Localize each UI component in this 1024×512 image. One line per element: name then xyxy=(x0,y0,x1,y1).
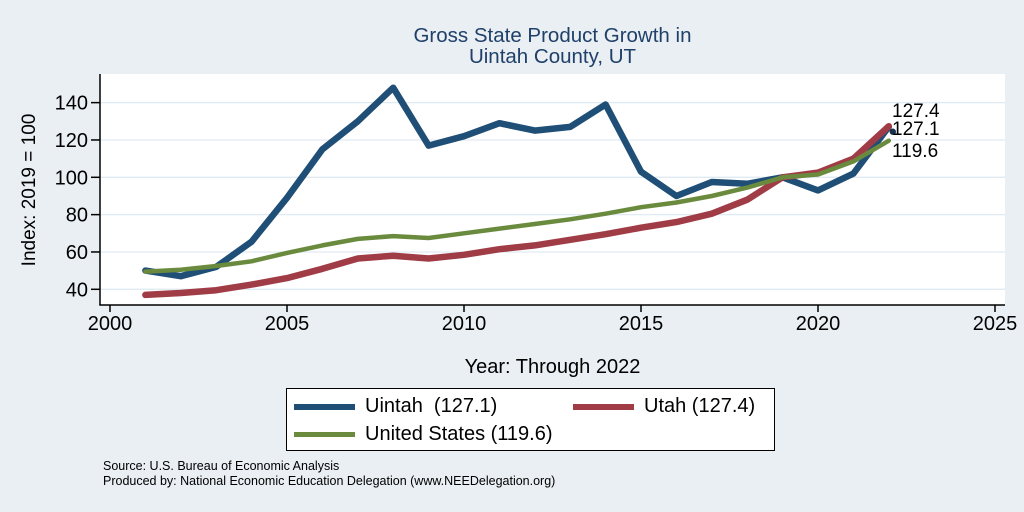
uintah-end-value-label: 127.1 xyxy=(892,119,940,140)
y-tick-label-100: 100 xyxy=(55,167,88,189)
x-tick-label-2015: 2015 xyxy=(619,313,664,335)
utah-end-value-label: 127.4 xyxy=(892,101,940,122)
source-note: Source: U.S. Bureau of Economic Analysis… xyxy=(103,459,555,489)
y-tick-label-60: 60 xyxy=(66,242,88,264)
utah-line-swatch xyxy=(573,403,634,410)
plot-background xyxy=(100,74,1005,305)
series-line-utah xyxy=(142,122,893,299)
x-tick-label-2005: 2005 xyxy=(265,313,310,335)
legend-label-united-states: United States (119.6) xyxy=(365,423,553,445)
legend-label-utah: Utah (127.4) xyxy=(644,395,756,417)
x-axis-title: Year: Through 2022 xyxy=(464,356,641,378)
y-tick-label-40: 40 xyxy=(66,279,88,301)
uintah-line-swatch xyxy=(294,403,355,410)
legend-entry-utah: Utah (127.4) xyxy=(573,394,755,419)
legend: Uintah (127.1) Utah (127.4) United State… xyxy=(286,388,775,451)
source-line: Source: U.S. Bureau of Economic Analysis xyxy=(103,459,340,473)
x-tick-label-2020: 2020 xyxy=(796,313,841,335)
y-tick-label-80: 80 xyxy=(66,205,88,227)
united-states-line-swatch xyxy=(294,432,355,437)
uintah-end-marker xyxy=(889,128,896,135)
y-tick-label-140: 140 xyxy=(55,93,88,115)
series-line-united-states xyxy=(143,138,892,274)
chart-title-line1: Gross State Product Growth in xyxy=(413,24,692,47)
x-tick-label-2010: 2010 xyxy=(442,313,487,335)
legend-entry-uintah: Uintah (127.1) xyxy=(294,394,497,419)
x-tick-label-2000: 2000 xyxy=(88,313,133,335)
united-states-end-value-label: 119.6 xyxy=(892,141,939,162)
produced-by-line: Produced by: National Economic Education… xyxy=(103,474,556,488)
x-tick-label-2025: 2025 xyxy=(973,313,1018,335)
legend-label-uintah: Uintah (127.1) xyxy=(365,395,498,417)
legend-entry-united-states: United States (119.6) xyxy=(294,422,553,447)
chart-title: Gross State Product Growth in Uintah Cou… xyxy=(100,25,1005,67)
chart-title-line2: Uintah County, UT xyxy=(468,45,637,68)
y-tick-label-120: 120 xyxy=(55,130,88,152)
